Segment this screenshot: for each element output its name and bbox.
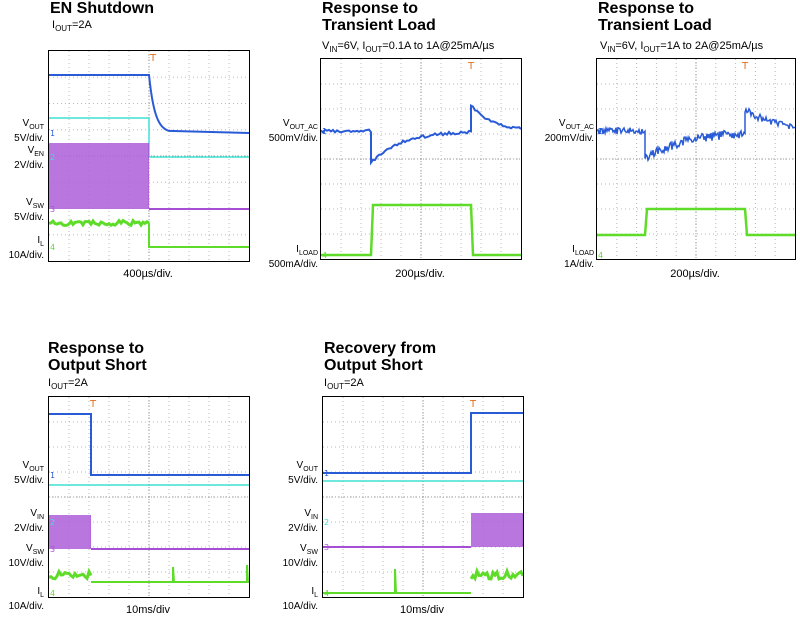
chart-subtitle-transient-2a: VIN=6V, IOUT=1A to 2A@25mA/µs [600,40,763,56]
trace-il [49,572,91,579]
trigger-marker: T [149,53,157,64]
label-vout: VOUT 5V/div. [4,460,44,486]
trace-il-off [323,569,471,593]
scope-output-short: T 1 2 3 4 [48,396,250,598]
scope-traces: T 1 4 [321,59,521,259]
x-axis-label: 200µs/div. [596,268,794,280]
label-iload: ILOAD 1A/div. [528,244,594,270]
scope-grid [321,59,521,259]
channel-marker: 1 [322,127,327,136]
scope-transient-1a: T 1 4 [320,58,522,260]
scope-traces: T 1 4 [597,59,795,259]
trace-vsw-band-fill [49,515,91,549]
label-vin: VIN 2V/div. [272,508,318,534]
label-iload: ILOAD 500mA/div. [252,244,318,270]
channel-marker: 2 [50,518,55,527]
chart-title-transient-2a: Response to Transient Load [598,0,712,34]
scope-traces: T 1 2 3 4 [49,397,249,597]
channel-marker: 3 [50,205,55,214]
scope-recovery: T 1 2 3 4 [322,396,524,598]
scope-grid [49,397,249,597]
channel-marker: 2 [324,518,329,527]
x-axis-label: 400µs/div. [48,268,248,280]
trace-il-off [91,565,249,582]
channel-marker: 2 [50,153,55,162]
label-il: IL 10A/div. [4,586,44,612]
trace-vsw-band [49,143,149,209]
scope-transient-2a: T 1 4 [596,58,796,260]
channel-marker: 3 [324,543,329,552]
channel-marker: 1 [50,471,55,480]
label-vout-ac: VOUT_AC 500mV/div. [252,118,318,144]
label-vsw: VSW 10V/div. [272,543,318,569]
scope-traces: T 1 2 3 4 [49,51,249,261]
channel-marker: 4 [50,589,55,597]
chart-subtitle-output-short: IOUT=2A [48,377,88,393]
channel-marker: 4 [50,243,55,252]
chart-title-recovery: Recovery from Output Short [324,340,436,374]
channel-marker: 1 [324,469,329,478]
trigger-marker: T [467,61,475,72]
scope-traces: T 1 2 3 4 [323,397,523,597]
chart-subtitle-transient-1a: VIN=6V, IOUT=0.1A to 1A@25mA/µs [322,40,494,56]
trace-il [49,221,149,226]
scope-grid [597,59,795,259]
chart-title-output-short: Response to Output Short [48,340,147,374]
x-axis-label: 10ms/div [322,604,522,616]
trigger-marker: T [469,399,477,410]
trace-vsw-band [49,515,91,549]
channel-marker: 1 [50,129,55,138]
scope-en-shutdown: T 1 2 3 4 [48,50,250,262]
label-il: IL 10A/div. [272,586,318,612]
label-vin: VIN 2V/div. [4,508,44,534]
label-vout: VOUT 5V/div. [272,460,318,486]
scope-grid [323,397,523,597]
label-vsw: VSW 10V/div. [4,543,44,569]
trigger-marker: T [89,399,97,410]
label-vout: VOUT 5V/div. [4,118,44,144]
trace-vsw-band [471,513,523,547]
channel-marker: 4 [598,251,603,259]
label-vsw: VSW 5V/div. [4,197,44,223]
channel-marker: 4 [324,589,329,597]
x-axis-label: 10ms/div [48,604,248,616]
channel-marker: 3 [50,545,55,554]
chart-subtitle-recovery: IOUT=2A [324,377,364,393]
label-vout-ac: VOUT_AC 200mV/div. [528,118,594,144]
chart-subtitle-en-shutdown: IOUT=2A [52,19,92,35]
label-ven: VEN 2V/div. [4,145,44,171]
channel-marker: 1 [598,127,603,136]
chart-title-transient-1a: Response to Transient Load [322,0,436,34]
chart-title-en-shutdown: EN Shutdown [50,0,154,17]
label-il: IL 10A/div. [4,235,44,261]
channel-marker: 4 [322,251,327,259]
trigger-marker: T [741,61,749,72]
x-axis-label: 200µs/div. [320,268,520,280]
